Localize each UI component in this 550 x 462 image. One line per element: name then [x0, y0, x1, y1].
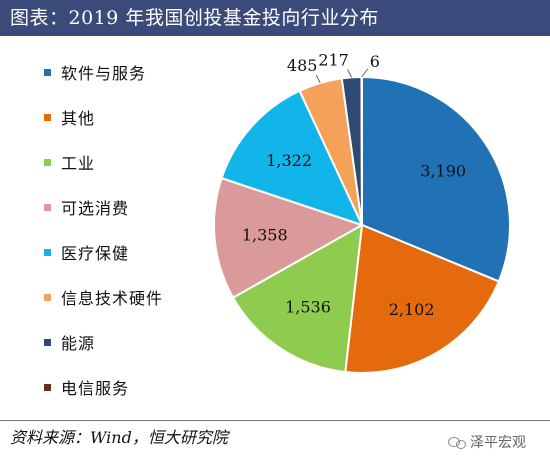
- legend-item: 软件与服务: [44, 60, 146, 84]
- legend-item: 工业: [44, 150, 95, 174]
- legend-swatch: [44, 338, 51, 346]
- legend-label: 医疗保健: [61, 244, 130, 263]
- legend-label: 能源: [61, 334, 96, 353]
- legend-label: 软件与服务: [61, 64, 147, 83]
- pie-slice: [231, 223, 364, 374]
- legend-label: 信息技术硬件: [61, 289, 164, 308]
- watermark-label: 泽平宏观: [470, 435, 526, 451]
- leader-line: [347, 69, 353, 78]
- leader-line: [361, 68, 369, 78]
- legend-swatch: [44, 68, 51, 76]
- legend-label: 电信服务: [61, 379, 130, 398]
- legend-item: 医疗保健: [44, 240, 129, 264]
- slice-label: 1,322: [266, 151, 312, 170]
- slice-label: 1,358: [242, 225, 288, 244]
- legend-swatch: [44, 293, 51, 301]
- pie-slice: [213, 176, 365, 299]
- watermark: 泽平宏观: [448, 432, 526, 452]
- wechat-icon: [448, 435, 466, 449]
- slice-label: 3,190: [420, 162, 466, 181]
- source-note: 资料来源：Wind，恒大研究院: [10, 428, 228, 447]
- pie-slice: [220, 89, 364, 227]
- chart-title: 图表：2019 年我国创投基金投向行业分布: [0, 0, 550, 36]
- legend-label: 其他: [61, 109, 96, 128]
- pie-chart: 3,190 2,102 1,536 1,358 1,322 485 217 6: [213, 50, 511, 374]
- legend-item: 其他: [44, 105, 95, 129]
- legend-label: 工业: [61, 154, 96, 173]
- legend-swatch: [44, 248, 51, 256]
- legend-item: 信息技术硬件: [44, 285, 163, 309]
- legend-swatch: [44, 113, 51, 121]
- slice-label: 217: [318, 50, 349, 69]
- divider: [0, 420, 550, 421]
- slice-label: 1,536: [285, 297, 331, 316]
- legend-item: 电信服务: [44, 375, 129, 399]
- slice-label: 6: [370, 52, 380, 71]
- slice-label: 2,102: [389, 300, 435, 319]
- leader-line: [315, 74, 321, 84]
- pie-slice: [344, 223, 501, 374]
- legend-swatch: [44, 158, 51, 166]
- legend-swatch: [44, 203, 51, 211]
- legend-label: 可选消费: [61, 199, 130, 218]
- slice-label: 485: [287, 56, 318, 75]
- legend-item: 可选消费: [44, 195, 129, 219]
- pie-slice: [361, 75, 511, 283]
- legend-item: 能源: [44, 330, 95, 354]
- pie-slice: [360, 75, 363, 226]
- legend-swatch: [44, 383, 51, 391]
